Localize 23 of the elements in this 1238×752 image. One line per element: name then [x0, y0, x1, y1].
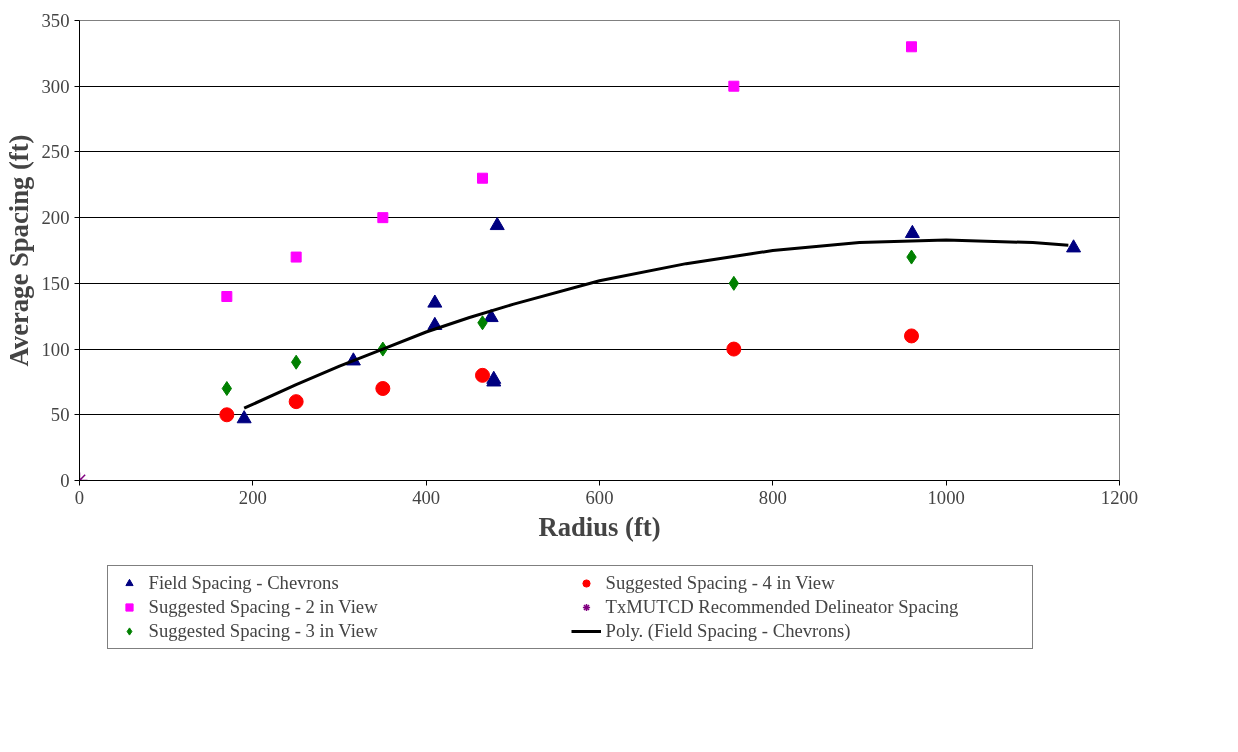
x-tick-label: 1000 [927, 486, 965, 508]
x-tick-label: 800 [758, 486, 787, 508]
x-axis-title: Radius (ft) [538, 511, 661, 542]
legend-label: TxMUTCD Recommended Delineator Spacing [605, 595, 960, 618]
x-tick-label: 600 [585, 486, 614, 508]
x-tick-label: 400 [412, 486, 441, 508]
legend-label: Field Spacing - Chevrons [148, 571, 340, 594]
legend-label: Suggested Spacing - 3 in View [148, 619, 379, 642]
y-tick-label: 50 [50, 404, 70, 426]
x-tick-label: 200 [238, 486, 267, 508]
legend-label: Poly. (Field Spacing - Chevrons) [605, 619, 852, 642]
x-tick-label: 1200 [1100, 486, 1139, 508]
y-tick-label: 200 [41, 207, 70, 229]
y-tick-label: 100 [41, 338, 70, 360]
legend-label: Suggested Spacing - 2 in View [148, 595, 379, 618]
y-tick-label: 350 [41, 10, 70, 31]
y-tick-label: 150 [41, 272, 70, 294]
legend-label: Suggested Spacing - 4 in View [605, 571, 836, 594]
y-tick-label: 0 [60, 470, 70, 491]
x-tick-label: 0 [74, 486, 85, 508]
y-tick-label: 250 [41, 141, 70, 163]
y-tick-label: 300 [41, 75, 70, 97]
y-axis-title: Average Spacing (ft) [3, 134, 34, 367]
